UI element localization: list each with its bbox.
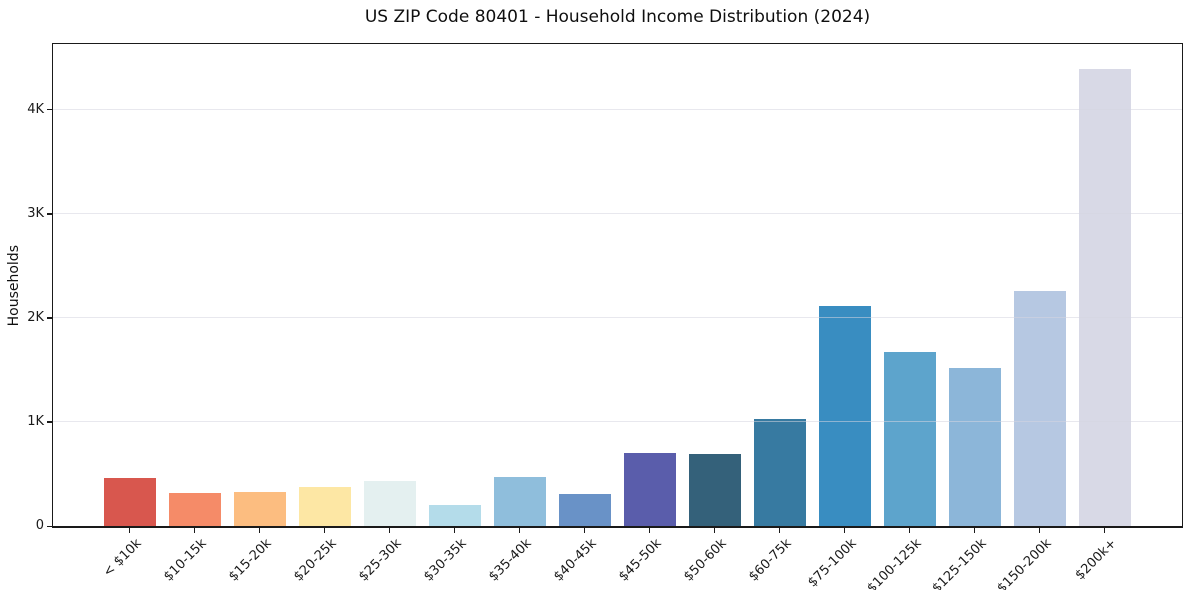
x-tick-label-$20-25k: $20-25k	[290, 536, 340, 585]
x-tick-mark-$40-45k	[583, 528, 586, 533]
x-tick-label-$35-40k: $35-40k	[485, 536, 535, 585]
y-tick-label-2K: 2K	[27, 309, 44, 325]
bar-$45-50k	[623, 453, 676, 526]
x-tick-mark-< $10k	[128, 528, 131, 533]
x-tick-mark-$60-75k	[778, 528, 781, 533]
x-tick-label-$40-45k: $40-45k	[550, 536, 600, 585]
x-tick-mark-$35-40k	[518, 528, 521, 533]
bar-$40-45k	[558, 494, 611, 526]
x-tick-mark-$50-60k	[713, 528, 716, 533]
y-tick-label-0: 0	[35, 518, 44, 533]
bar-$100-125k	[883, 352, 936, 526]
bar-< $10k	[103, 478, 156, 526]
gridline-2000	[53, 317, 1182, 319]
x-tick-label-$60-75k: $60-75k	[745, 536, 795, 585]
y-tick-mark-4K	[47, 109, 52, 111]
x-tick-mark-$100-125k	[908, 528, 911, 533]
bar-$50-60k	[688, 454, 741, 526]
x-tick-label-$200k+: $200k+	[1072, 536, 1120, 584]
x-tick-label-$15-20k: $15-20k	[225, 536, 275, 585]
y-tick-mark-3K	[47, 213, 52, 215]
x-tick-label-$45-50k: $45-50k	[615, 536, 665, 585]
x-tick-label-< $10k: < $10k	[100, 536, 145, 581]
x-tick-label-$50-60k: $50-60k	[680, 536, 730, 585]
y-tick-mark-2K	[47, 317, 52, 319]
y-tick-label-4K: 4K	[27, 101, 44, 117]
bar-$25-30k	[363, 480, 416, 526]
x-tick-label-$30-35k: $30-35k	[420, 536, 470, 585]
bar-$20-25k	[298, 487, 351, 526]
gridline-4000	[53, 109, 1182, 111]
x-tick-mark-$200k+	[1103, 528, 1106, 533]
x-tick-mark-$25-30k	[388, 528, 391, 533]
bar-$200k+	[1078, 69, 1131, 526]
x-tick-mark-$15-20k	[258, 528, 261, 533]
x-tick-label-$100-125k: $100-125k	[863, 536, 925, 590]
x-tick-mark-$75-100k	[843, 528, 846, 533]
x-tick-label-$10-15k: $10-15k	[160, 536, 210, 585]
bar-$75-100k	[818, 305, 871, 526]
bar-$30-35k	[428, 504, 481, 526]
bar-$60-75k	[753, 418, 806, 526]
y-tick-mark-1K	[47, 421, 52, 423]
plot-area	[52, 43, 1183, 528]
bar-$125-150k	[948, 367, 1001, 526]
x-tick-mark-$10-15k	[193, 528, 196, 533]
x-tick-mark-$30-35k	[453, 528, 456, 533]
y-tick-label-3K: 3K	[27, 205, 44, 221]
gridline-1000	[53, 421, 1182, 423]
bar-$10-15k	[168, 493, 221, 526]
x-tick-label-$150-200k: $150-200k	[993, 536, 1055, 590]
bar-$35-40k	[493, 476, 546, 526]
x-tick-mark-$150-200k	[1038, 528, 1041, 533]
y-tick-mark-0	[47, 525, 52, 527]
y-tick-label-1K: 1K	[27, 413, 44, 429]
x-tick-mark-$125-150k	[973, 528, 976, 533]
x-tick-mark-$45-50k	[648, 528, 651, 533]
x-tick-mark-$20-25k	[323, 528, 326, 533]
x-tick-label-$25-30k: $25-30k	[355, 536, 405, 585]
gridline-3000	[53, 213, 1182, 215]
bar-$15-20k	[233, 491, 286, 526]
bar-$150-200k	[1013, 290, 1066, 526]
x-tick-label-$125-150k: $125-150k	[928, 536, 990, 590]
x-tick-label-$75-100k: $75-100k	[804, 536, 860, 590]
chart-title: US ZIP Code 80401 - Household Income Dis…	[364, 7, 871, 27]
